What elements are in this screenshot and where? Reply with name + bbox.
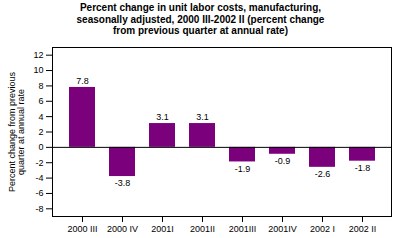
- svg-text:2000 IV: 2000 IV: [107, 223, 138, 233]
- svg-text:-8: -8: [35, 203, 43, 213]
- svg-text:3.1: 3.1: [156, 112, 169, 122]
- svg-text:12: 12: [33, 50, 43, 60]
- svg-text:-4: -4: [35, 172, 43, 182]
- svg-text:8: 8: [38, 80, 43, 90]
- svg-text:-6: -6: [35, 188, 43, 198]
- svg-text:-2.6: -2.6: [315, 169, 331, 179]
- svg-text:2002 I: 2002 I: [310, 223, 335, 233]
- svg-text:3.1: 3.1: [196, 112, 209, 122]
- svg-text:2002 II: 2002 II: [349, 223, 377, 233]
- svg-text:2: 2: [38, 126, 43, 136]
- svg-text:2001II: 2001II: [190, 223, 215, 233]
- svg-text:2001III: 2001III: [229, 223, 257, 233]
- svg-text:-1.9: -1.9: [235, 163, 251, 173]
- svg-text:2001IV: 2001IV: [268, 223, 297, 233]
- svg-text:10: 10: [33, 65, 43, 75]
- svg-text:0: 0: [38, 142, 43, 152]
- svg-text:2001I: 2001I: [151, 223, 174, 233]
- svg-text:2000 III: 2000 III: [67, 223, 97, 233]
- svg-text:4: 4: [38, 111, 43, 121]
- svg-text:6: 6: [38, 96, 43, 106]
- svg-text:Percent change from previousqu: Percent change from previousquarter at a…: [7, 71, 26, 192]
- svg-text:7.8: 7.8: [76, 76, 89, 86]
- svg-text:-3.8: -3.8: [115, 178, 131, 188]
- svg-text:-2: -2: [35, 157, 43, 167]
- html-text:Percent change in unit labor c: Percent change in unit labor costs, manu…: [76, 2, 325, 36]
- svg-text:-0.9: -0.9: [275, 156, 291, 166]
- svg-text:-1.8: -1.8: [355, 163, 371, 173]
